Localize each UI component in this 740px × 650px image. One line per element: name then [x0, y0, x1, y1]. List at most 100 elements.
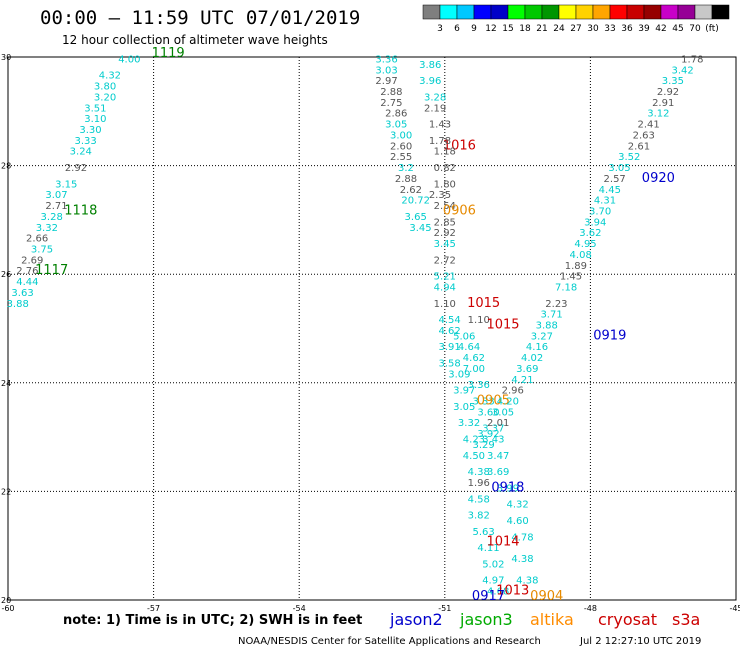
colorbar-swatch: [609, 4, 628, 20]
data-point-label: 4.97: [482, 576, 504, 587]
x-tick-label: -48: [584, 604, 597, 613]
data-point-label: 5.63: [472, 527, 494, 538]
data-point-label: 3.28: [41, 212, 63, 223]
chart-subtitle: 12 hour collection of altimeter wave hei…: [62, 33, 328, 47]
data-point-label: 3.15: [55, 179, 77, 190]
data-point-label: 4.38: [468, 467, 490, 478]
pass-label: 1015: [486, 318, 519, 333]
data-point-label: 3.05: [608, 163, 630, 174]
footer-timestamp: Jul 2 12:27:10 UTC 2019: [579, 636, 701, 647]
data-point-label: 4.62: [463, 353, 485, 364]
data-point-label: 3.05: [492, 407, 514, 418]
pass-label: 1013: [496, 584, 529, 599]
legend-jason3: jason3: [459, 610, 513, 629]
data-point-label: 3.97: [453, 386, 475, 397]
data-point-label: 3.20: [94, 92, 116, 103]
y-tick-label: 20: [1, 596, 11, 605]
colorbar-swatch: [558, 4, 577, 20]
data-point-label: 0.82: [434, 163, 456, 174]
data-point-label: 3.32: [36, 223, 58, 234]
colorbar-swatch: [456, 4, 475, 20]
data-point-label: 2.61: [628, 141, 650, 152]
series-s3a: 1.783.423.352.922.913.122.412.632.613.52…: [472, 54, 704, 604]
colorbar-label: (ft): [705, 24, 719, 34]
data-point-label: 3.27: [531, 331, 553, 342]
data-point-label: 1.10: [468, 315, 490, 326]
x-tick-label: -45: [729, 604, 740, 613]
data-point-label: 4.11: [477, 543, 499, 554]
pass-label: 0917: [472, 589, 505, 604]
data-point-label: 3.92: [477, 429, 499, 440]
data-point-label: 3.42: [671, 65, 693, 76]
data-point-label: 2.91: [652, 98, 674, 109]
data-point-label: 2.55: [390, 152, 412, 163]
y-tick-label: 26: [1, 270, 11, 279]
data-point-label: 3.70: [589, 206, 611, 217]
colorbar-label: 27: [570, 24, 581, 34]
data-point-label: 2.71: [45, 201, 67, 212]
data-point-label: 2.01: [487, 418, 509, 429]
legend-altika: altika: [530, 610, 574, 629]
colorbar-swatch: [422, 4, 441, 20]
data-point-label: 2.88: [395, 174, 417, 185]
data-point-label: 3.45: [434, 239, 456, 250]
data-point-label: 1.78: [429, 136, 451, 147]
data-point-label: 3.09: [448, 369, 470, 380]
colorbar-swatch: [643, 4, 662, 20]
data-point-label: 2.86: [385, 109, 407, 120]
y-tick-label: 24: [1, 379, 11, 388]
data-point-label: 3.91: [439, 342, 461, 353]
data-point-label: 2.23: [545, 299, 567, 310]
colorbar-swatch: [507, 4, 526, 20]
data-point-label: 2.54: [434, 201, 456, 212]
colorbar-label: 33: [604, 24, 615, 34]
colorbar-label: 18: [519, 24, 531, 34]
colorbar-swatch: [660, 4, 679, 20]
pass-label: 1117: [35, 263, 68, 278]
data-point-label: 4.00: [118, 54, 140, 65]
plot-area: -60 -57 -54 -51 -48 -452022242628301.105.064.…: [1, 46, 740, 613]
data-point-label: 3.32: [458, 418, 480, 429]
pass-label: 1119: [152, 46, 185, 61]
data-point-label: 3.36: [468, 380, 490, 391]
chart-title: 00:00 — 11:59 UTC 07/01/2019: [40, 7, 360, 29]
plot-frame: [7, 56, 737, 601]
data-point-label: 5.02: [482, 559, 504, 570]
data-point-label: 2.60: [390, 141, 412, 152]
colorbar-swatch: [541, 4, 560, 20]
data-point-label: 4.20: [497, 397, 519, 408]
colorbar-swatch: [592, 4, 611, 20]
data-point-label: 3.69: [487, 467, 509, 478]
pass-label: 1014: [486, 535, 519, 550]
x-tick-label: -57: [147, 604, 160, 613]
pass-label: 0919: [593, 328, 626, 343]
data-point-label: 3.24: [70, 147, 92, 158]
data-point-label: 3.05: [453, 402, 475, 413]
data-point-label: 3.37: [482, 424, 504, 435]
data-point-label: 2.72: [434, 255, 456, 266]
data-point-label: 4.50: [463, 451, 485, 462]
data-point-label: 5.21: [434, 272, 456, 283]
series-jason2: 1.10 5.064.644.627.00 3.36 3.333.60 3.373.43…: [443, 138, 539, 586]
data-point-label: 7.00: [463, 364, 485, 375]
x-tick-label: -60: [1, 604, 14, 613]
pass-label: 0918: [491, 480, 524, 495]
pass-label: 1118: [64, 203, 97, 218]
data-point-label: 2.19: [424, 103, 446, 114]
data-point-label: 2.85: [434, 217, 456, 228]
footer-credit: NOAA/NESDIS Center for Satellite Applica…: [238, 636, 541, 647]
x-tick-label: -51: [438, 604, 451, 613]
colorbar-label: 70: [689, 24, 701, 34]
colorbar-swatch: [711, 4, 730, 20]
y-tick-label: 22: [1, 487, 11, 496]
colorbar-label: 36: [621, 24, 633, 34]
data-point-label: 1.10: [434, 299, 456, 310]
data-point-label: 4.32: [506, 500, 528, 511]
data-point-label: 2.62: [400, 185, 422, 196]
data-point-label: 4.62: [439, 326, 461, 337]
colorbar-label: 30: [587, 24, 599, 34]
y-tick-label: 30: [1, 53, 11, 62]
data-point-label: 3.99: [497, 483, 519, 494]
series-jason3: 4.00 4.323.803.203.513.103.303.333.24 2.92…: [7, 46, 185, 310]
